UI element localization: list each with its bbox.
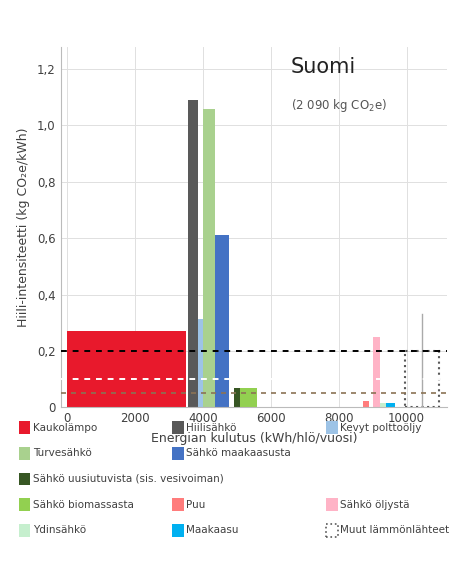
- Text: Sähkö biomassasta: Sähkö biomassasta: [33, 499, 133, 510]
- Bar: [386, 403, 395, 407]
- Bar: [379, 403, 386, 407]
- Text: Turvesähkö: Turvesähkö: [33, 448, 91, 459]
- Text: Ydinsähkö: Ydinsähkö: [33, 525, 86, 535]
- Text: Sähkö maakaasusta: Sähkö maakaasusta: [186, 448, 291, 459]
- Text: Maakaasu: Maakaasu: [186, 525, 239, 535]
- Bar: [233, 388, 247, 407]
- Text: (2 090 kg CO$_2$e): (2 090 kg CO$_2$e): [291, 97, 387, 114]
- Bar: [188, 100, 198, 407]
- Text: Muut lämmönlähteet: Muut lämmönlähteet: [340, 525, 449, 535]
- Text: Puu: Puu: [186, 499, 206, 510]
- Bar: [240, 388, 257, 407]
- Bar: [215, 236, 228, 407]
- X-axis label: Energian kulutus (kWh/hlö/vuosi): Energian kulutus (kWh/hlö/vuosi): [151, 432, 357, 445]
- Bar: [68, 331, 186, 407]
- Bar: [203, 109, 215, 407]
- Text: Kevyt polttoöljy: Kevyt polttoöljy: [340, 423, 422, 433]
- Bar: [198, 318, 208, 407]
- Text: Sähkö uusiutuvista (sis. vesivoiman): Sähkö uusiutuvista (sis. vesivoiman): [33, 474, 223, 484]
- Bar: [373, 337, 379, 407]
- Text: Suomi: Suomi: [291, 58, 356, 77]
- Text: Kaukolämpo: Kaukolämpo: [33, 423, 97, 433]
- Y-axis label: Hiili-intensiteetti (kg CO₂e/kWh): Hiili-intensiteetti (kg CO₂e/kWh): [17, 127, 30, 327]
- Bar: [405, 351, 439, 407]
- Text: Hiilisähkö: Hiilisähkö: [186, 423, 237, 433]
- Bar: [363, 400, 370, 407]
- Text: Sähkö öljystä: Sähkö öljystä: [340, 499, 410, 510]
